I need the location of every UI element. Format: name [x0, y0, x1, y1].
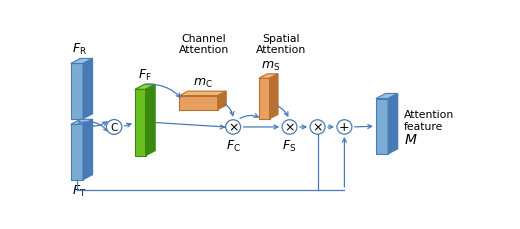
- Text: $m_\mathrm{C}$: $m_\mathrm{C}$: [192, 76, 212, 90]
- Polygon shape: [269, 74, 278, 119]
- Circle shape: [282, 120, 297, 135]
- Text: ×: ×: [313, 121, 323, 134]
- Circle shape: [337, 120, 352, 135]
- Text: Attention: Attention: [179, 45, 229, 55]
- Text: $F_\mathrm{F}$: $F_\mathrm{F}$: [138, 68, 151, 83]
- Text: ×: ×: [228, 121, 238, 134]
- Text: Attention: Attention: [404, 110, 454, 120]
- Polygon shape: [71, 125, 83, 180]
- Text: $m_\mathrm{S}$: $m_\mathrm{S}$: [262, 59, 281, 72]
- Text: Attention: Attention: [255, 45, 306, 55]
- Polygon shape: [71, 64, 83, 119]
- Polygon shape: [259, 74, 278, 79]
- Text: +: +: [339, 121, 350, 134]
- Polygon shape: [83, 59, 93, 119]
- Polygon shape: [71, 120, 93, 125]
- Polygon shape: [388, 94, 398, 154]
- Polygon shape: [179, 92, 226, 96]
- Polygon shape: [135, 85, 155, 90]
- Text: ×: ×: [284, 121, 295, 134]
- Text: $F_\mathrm{R}$: $F_\mathrm{R}$: [72, 42, 87, 57]
- Text: $F_\mathrm{T}$: $F_\mathrm{T}$: [72, 183, 86, 198]
- Polygon shape: [179, 96, 218, 110]
- Text: $F_\mathrm{S}$: $F_\mathrm{S}$: [282, 138, 297, 153]
- Circle shape: [107, 120, 122, 135]
- Polygon shape: [259, 79, 269, 119]
- Polygon shape: [135, 90, 146, 156]
- Polygon shape: [71, 59, 93, 64]
- Polygon shape: [376, 99, 388, 154]
- Text: feature: feature: [404, 122, 443, 132]
- Polygon shape: [83, 120, 93, 180]
- Circle shape: [226, 120, 241, 135]
- Polygon shape: [218, 92, 226, 110]
- Circle shape: [310, 120, 325, 135]
- Text: $F_\mathrm{C}$: $F_\mathrm{C}$: [226, 138, 241, 153]
- Polygon shape: [146, 85, 155, 156]
- Polygon shape: [376, 94, 398, 99]
- Text: Spatial: Spatial: [262, 34, 300, 44]
- Text: C: C: [110, 123, 118, 132]
- Text: Channel: Channel: [181, 34, 226, 44]
- Text: $M$: $M$: [404, 133, 417, 147]
